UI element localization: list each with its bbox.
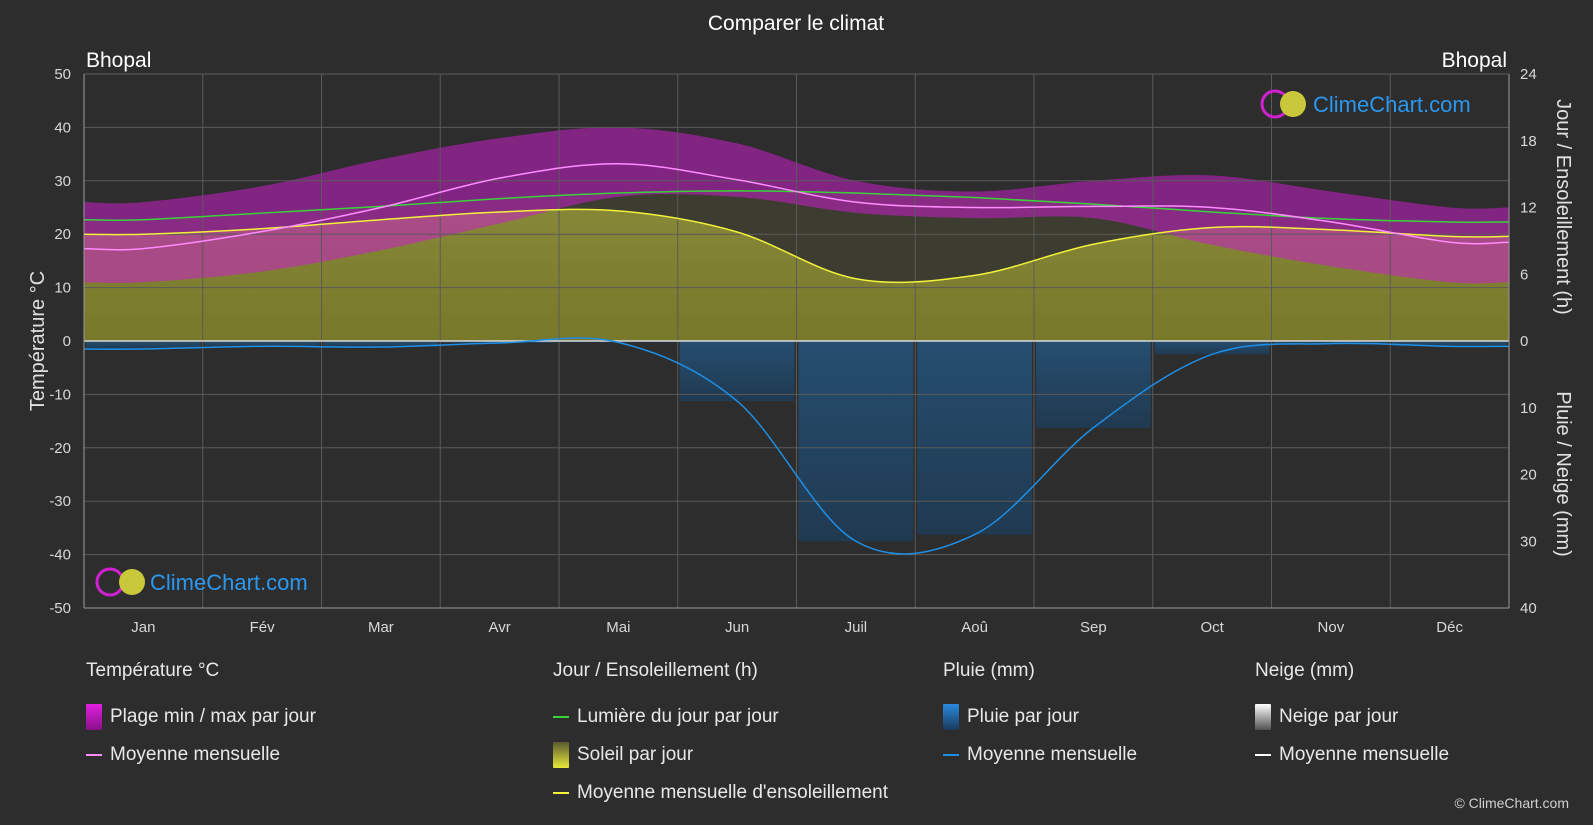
left-tick-label: 20 [54,226,71,243]
legend-item-temp-mean: Moyenne mensuelle [86,736,316,774]
month-label-Juil: Juil [845,619,868,636]
left-tick-label: 50 [54,66,71,83]
left-tick-label: 40 [54,119,71,136]
rain-bar-Jun [679,341,795,402]
copyright: © ClimeChart.com [1454,795,1569,811]
left-tick-label: -20 [49,440,71,457]
month-label-Avr: Avr [489,619,511,636]
right-top-tick-label: 12 [1520,200,1537,217]
watermark-top: ClimeChart.com [1260,89,1471,119]
legend-temp-mean-label: Moyenne mensuelle [110,744,281,765]
right-top-tick-label: 6 [1520,266,1528,283]
snow-mean-swatch [1255,754,1271,756]
legend-rain-mean-label: Moyenne mensuelle [967,744,1138,765]
legend-item-daylight: Lumière du jour par jour [553,698,888,736]
legend-rain: Pluie (mm) Pluie par jour Moyenne mensue… [943,660,1137,774]
rain-bar-Sep [1036,341,1151,428]
legend-rain-heading: Pluie (mm) [943,660,1035,681]
watermark-bottom: ClimeChart.com [95,567,308,597]
rain-bar-Juil [798,341,914,542]
legend-item-sunshine-mean: Moyenne mensuelle d'ensoleillement [553,774,888,812]
month-label-Mai: Mai [606,619,630,636]
month-label-Jun: Jun [725,619,749,636]
legend-sunshine-mean-label: Moyenne mensuelle d'ensoleillement [577,782,888,803]
location-right: Bhopal [1442,49,1507,72]
left-tick-label: 30 [54,173,71,190]
rain-mean-line [84,337,1509,555]
rain-bar-Jan [86,341,201,350]
logo-sun-icon [1280,91,1306,117]
legend-sunshine-label: Soleil par jour [577,744,694,765]
legend-item-temp-range: Plage min / max par jour [86,698,316,736]
legend-item-sunshine: Soleil par jour [553,736,888,774]
left-tick-label: -40 [49,547,71,564]
chart-title: Comparer le climat [708,12,884,35]
rain-bar-Déc [1392,341,1507,347]
rain-mean-swatch [943,754,959,756]
rain-swatch [943,704,959,730]
legend-sun: Jour / Ensoleillement (h) Lumière du jou… [553,660,888,812]
legend-temperature: Température °C Plage min / max par jour … [86,660,316,774]
month-label-Oct: Oct [1200,619,1224,636]
legend-snow: Neige (mm) Neige par jour Moyenne mensue… [1255,660,1449,774]
rain-bar-Mar [323,341,439,348]
legend-snow-daily-label: Neige par jour [1279,706,1399,727]
rain-bar-Oct [1154,341,1270,355]
legend-snow-mean-label: Moyenne mensuelle [1279,744,1450,765]
legend-temp-range-label: Plage min / max par jour [110,706,316,727]
left-tick-label: -10 [49,386,71,403]
climate-chart: Comparer le climat Bhopal Bhopal 50 40 30 2… [27,12,1574,636]
sunshine-mean-swatch [553,792,569,794]
month-label-Aoû: Aoû [961,619,988,636]
legend-rain-daily-label: Pluie par jour [967,706,1079,727]
legend-temperature-heading: Température °C [86,660,220,681]
left-tick-label: -30 [49,493,71,510]
right-bottom-tick-label: 40 [1520,600,1537,617]
watermark-text-bottom: ClimeChart.com [150,570,308,595]
sunshine-swatch [553,742,569,768]
rain-bar-Fév [204,341,320,347]
rain-bar-Nov [1273,341,1389,344]
snow-swatch [1255,704,1271,730]
right-bottom-tick-label: 20 [1520,467,1537,484]
legend-item-rain-daily: Pluie par jour [943,698,1137,736]
month-label-Sep: Sep [1080,619,1107,636]
daylight-swatch [553,716,569,718]
temp-mean-line [84,162,1509,251]
sunshine-mean-line [84,208,1509,284]
right-top-tick-label: 18 [1520,133,1537,150]
legend-snow-heading: Neige (mm) [1255,660,1355,681]
month-label-Déc: Déc [1436,619,1463,636]
legend-item-snow-daily: Neige par jour [1255,698,1449,736]
right-top-tick-label: 24 [1520,66,1537,83]
month-label-Fév: Fév [250,619,276,636]
right-axis-top-label: Jour / Ensoleillement (h) [1552,99,1574,315]
left-axis-label: Température °C [27,271,49,411]
temp-mean-swatch [86,754,102,756]
temp-range-swatch [86,704,102,730]
left-tick-label: 10 [54,280,71,297]
legend-daylight-label: Lumière du jour par jour [577,706,779,727]
right-bottom-tick-label: 30 [1520,533,1537,550]
legend-item-rain-mean: Moyenne mensuelle [943,736,1137,774]
location-left: Bhopal [86,49,151,72]
right-axis-bottom-label: Pluie / Neige (mm) [1552,391,1574,557]
legend-item-snow-mean: Moyenne mensuelle [1255,736,1449,774]
month-label-Jan: Jan [131,619,155,636]
logo-sun-icon [119,569,145,595]
rain-bar-Avr [442,341,557,344]
left-tick-label: -50 [49,600,71,617]
right-bottom-tick-label: 10 [1520,400,1537,417]
watermark-text-top: ClimeChart.com [1313,92,1471,117]
month-label-Nov: Nov [1318,619,1345,636]
legend-sun-heading: Jour / Ensoleillement (h) [553,660,758,681]
rain-bar-Aoû [917,341,1032,535]
month-label-Mar: Mar [368,619,394,636]
right-top-tick-label: 0 [1520,333,1528,350]
left-tick-label: 0 [63,333,71,350]
